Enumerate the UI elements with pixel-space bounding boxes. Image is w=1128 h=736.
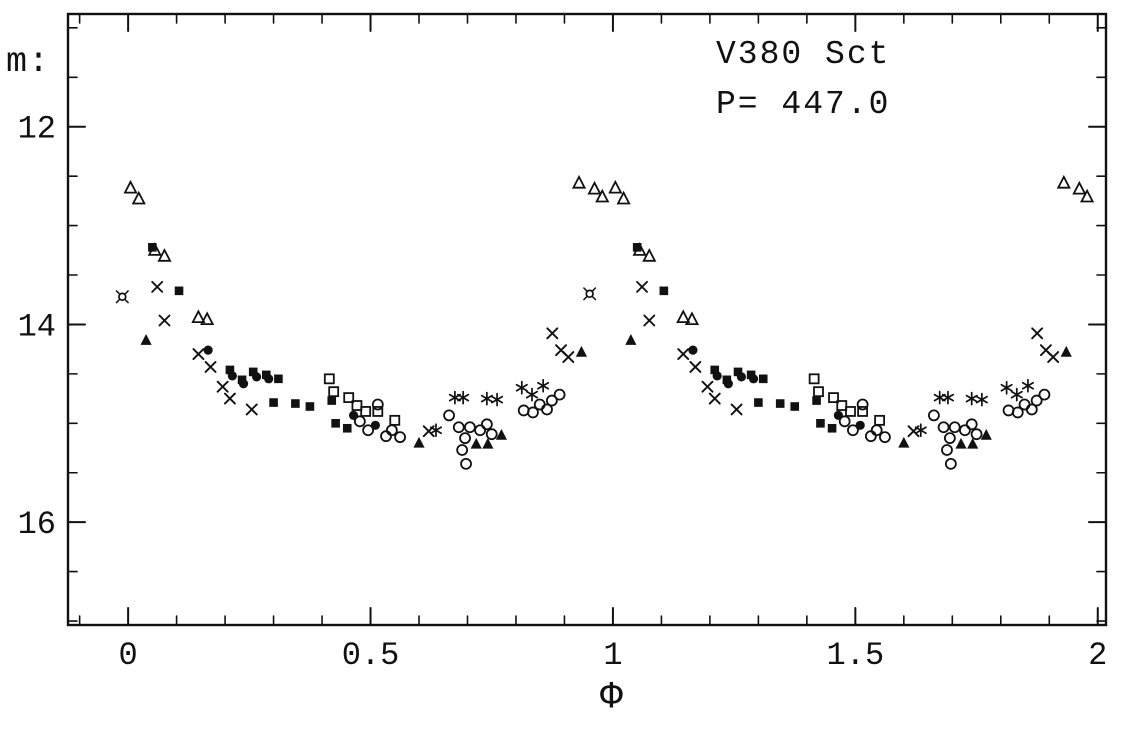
x-tick-label: 1.5 [827, 637, 885, 674]
y-tick-label: 16 [18, 506, 56, 543]
chart-period-label: P= 447.0 [716, 86, 891, 123]
series-cross [151, 280, 1060, 438]
y-axis-label: m: [6, 42, 51, 82]
series-filled-triangle [140, 334, 1072, 449]
x-tick-label: 0 [119, 637, 138, 674]
series-open-circle [353, 388, 1051, 470]
series-asterisk [429, 378, 1034, 438]
series-open-triangle [123, 174, 1095, 325]
series-filled-square [148, 243, 837, 433]
plot-frame [66, 12, 1108, 627]
y-tick-label: 14 [18, 308, 56, 345]
x-tick-label: 1 [603, 637, 622, 674]
series-filled-circle [203, 345, 865, 430]
axis-ticks [67, 13, 1107, 626]
x-tick-label: 2 [1088, 637, 1107, 674]
series-open-square [323, 373, 885, 426]
series-circle-with-rays [115, 287, 597, 304]
x-axis-label: Φ [600, 676, 623, 719]
x-tick-label: 0.5 [342, 637, 400, 674]
chart-title: V380 Sct [716, 36, 891, 73]
axis-tick-labels: 0 0.5 1 1.5 2 12 14 16 [18, 111, 1108, 674]
y-tick-label: 12 [18, 111, 56, 148]
